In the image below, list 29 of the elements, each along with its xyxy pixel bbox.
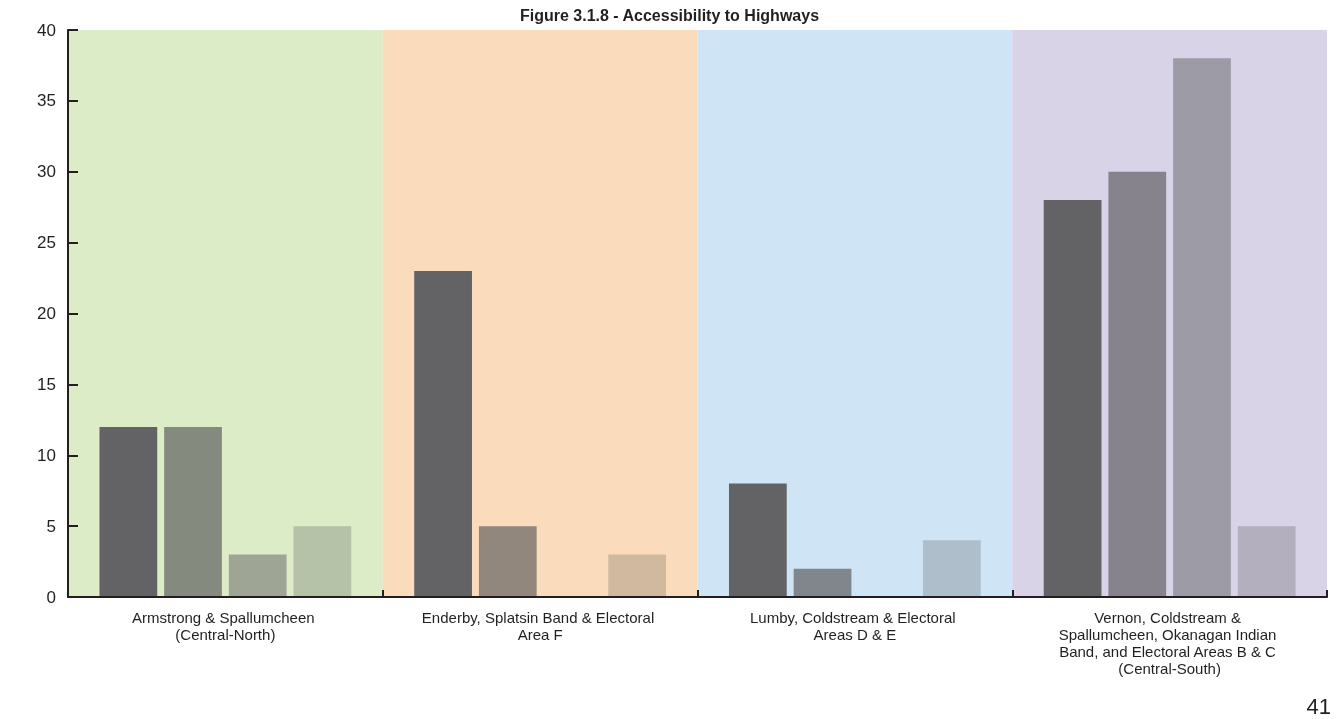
bar [923, 540, 981, 597]
y-tick-label: 20 [37, 304, 56, 323]
y-tick-label: 25 [37, 233, 56, 253]
bar [1108, 171, 1167, 597]
bar [164, 426, 222, 597]
bar [293, 526, 352, 597]
bar [414, 270, 472, 597]
y-tick-label: 0 [46, 587, 56, 607]
x-tick-label: Enderby, Splatsin Band & Electoral Area F [421, 609, 659, 643]
bar [1237, 526, 1296, 597]
y-tick-label: 40 [37, 20, 56, 40]
y-tick-label: 5 [46, 516, 56, 536]
chart-title: Figure 3.1.8 - Accessibility to Highways [519, 6, 820, 24]
bar [793, 568, 852, 597]
y-tick-label: 35 [37, 91, 56, 111]
bar [228, 554, 287, 597]
bar [478, 526, 537, 597]
x-tick-label: Armstrong & Spallumcheen (Central-North) [131, 609, 319, 643]
x-tick-label: Lumby, Coldstream & Electoral Areas D & E [749, 609, 960, 643]
bar [728, 483, 787, 597]
y-tick-label: 10 [37, 445, 56, 465]
y-tick-label: 15 [37, 374, 56, 394]
x-tick-label: Vernon, Coldstream & Spallumcheen, Okanagan Indian Band, and Electoral Areas B & C (Central-South) [1058, 609, 1281, 677]
bar [608, 554, 667, 597]
bar [1043, 200, 1102, 597]
y-tick-label: 30 [37, 162, 56, 182]
bar [1173, 58, 1231, 597]
text: 41 [1306, 693, 1332, 719]
bar [99, 426, 158, 597]
